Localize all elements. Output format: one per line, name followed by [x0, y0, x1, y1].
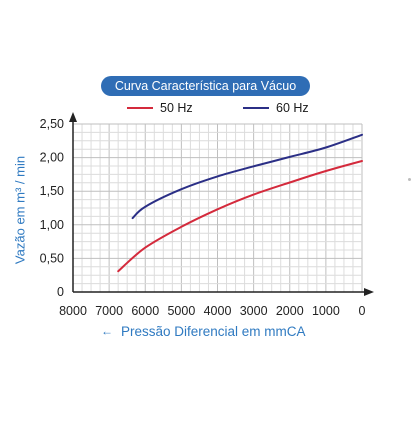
- y-tick-label: 2,50: [40, 117, 64, 131]
- series-line-50hz: [117, 160, 363, 273]
- y-tick-label: 1,50: [40, 184, 64, 198]
- x-tick-label: 0: [359, 304, 366, 318]
- x-tick-label: 5000: [167, 304, 195, 318]
- y-tick-label: 1,00: [40, 218, 64, 232]
- y-axis-arrow-icon: [69, 112, 77, 122]
- x-tick-label: 8000: [59, 304, 87, 318]
- arrow-left-icon: ←: [101, 324, 113, 338]
- legend-item-50hz: 50 Hz: [127, 100, 193, 116]
- y-tick-label: 2,00: [40, 151, 64, 165]
- chart-title-badge: [101, 76, 310, 96]
- x-tick-label: 4000: [204, 304, 232, 318]
- x-axis-arrow-icon: [364, 288, 374, 296]
- x-tick-label: 7000: [95, 304, 123, 318]
- x-tick-label: 2000: [276, 304, 304, 318]
- chart-axes: [69, 112, 374, 296]
- x-tick-label: 3000: [240, 304, 268, 318]
- legend-item-60hz: 60 Hz: [243, 100, 309, 116]
- legend-swatch-50hz: [127, 107, 153, 109]
- x-axis-label: ← Pressão Diferencial em mmCA: [101, 322, 306, 340]
- chart-grid: [73, 123, 363, 292]
- legend-label-60hz: 60 Hz: [276, 101, 309, 115]
- chart-title: Curva Característica para Vácuo: [114, 79, 297, 93]
- x-tick-label: 6000: [131, 304, 159, 318]
- y-tick-label: 0: [57, 285, 64, 299]
- legend-label-50hz: 50 Hz: [160, 101, 193, 115]
- x-axis-label-text: Pressão Diferencial em mmCA: [121, 323, 306, 339]
- decorative-dot: [408, 178, 411, 181]
- y-tick-label: 0,50: [40, 251, 64, 265]
- chart-series-lines: [117, 133, 363, 273]
- series-line-60hz: [131, 133, 363, 220]
- x-tick-label: 1000: [312, 304, 340, 318]
- chart-tick-labels: 8000 7000 6000 5000 4000 3000 2000 1000 0 0 0,50 1,…: [40, 117, 366, 318]
- legend-swatch-60hz: [243, 107, 269, 109]
